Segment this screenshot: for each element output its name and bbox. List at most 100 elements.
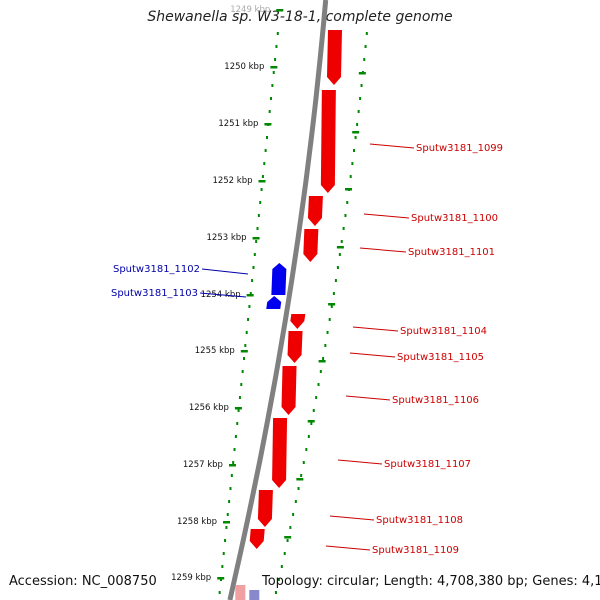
- ruler-dot: [315, 396, 318, 399]
- gene-label: Sputw3181_1106: [392, 395, 479, 406]
- ruler-tick-label: 1252 kbp: [212, 176, 252, 186]
- gene-label: Sputw3181_1109: [372, 545, 459, 556]
- ruler-dot: [236, 422, 239, 425]
- gene-label: Sputw3181_1101: [408, 247, 495, 258]
- gene-arrow: [266, 296, 282, 309]
- gene-leader-line: [349, 352, 396, 358]
- ruler-tick: [344, 188, 352, 191]
- ruler-dot: [242, 357, 245, 360]
- ruler-dot: [238, 396, 241, 399]
- ruler-tick-label: 1249 kbp: [230, 5, 270, 15]
- gene-arrow: [320, 90, 336, 193]
- ruler-dot: [232, 461, 235, 464]
- ruler-dot: [307, 435, 310, 438]
- ruler-tick-label: 1255 kbp: [195, 346, 235, 356]
- ruler-dot: [255, 240, 258, 243]
- ruler-tick-label: 1250 kbp: [224, 62, 264, 72]
- ruler-dot: [226, 513, 229, 516]
- ruler-dot: [360, 84, 363, 87]
- gene-leader-line: [352, 326, 399, 332]
- ruler-tick: [240, 350, 248, 353]
- ruler-dot: [260, 188, 263, 191]
- ruler-dot: [280, 565, 283, 568]
- gene-arrow: [287, 331, 303, 363]
- ruler-dot: [257, 214, 260, 217]
- gene-leader-line: [369, 143, 415, 149]
- ruler-dot: [221, 565, 224, 568]
- ruler-dot: [268, 110, 271, 113]
- ruler-tick: [336, 246, 344, 249]
- ruler-dot: [247, 318, 250, 321]
- ruler-dot: [352, 149, 355, 152]
- ruler-tick-label: 1257 kbp: [183, 460, 223, 470]
- ruler-dot: [312, 409, 315, 412]
- gene-leader-line: [325, 545, 371, 551]
- ruler-dot: [263, 162, 266, 165]
- ruler-tick: [352, 131, 360, 134]
- ruler-dot: [272, 71, 275, 74]
- ruler-tick: [223, 521, 231, 524]
- gene-label: Sputw3181_1100: [411, 213, 498, 224]
- ruler-dot: [249, 292, 252, 295]
- ruler-dot: [241, 370, 244, 373]
- ruler-dot: [222, 552, 225, 555]
- genome-backbone: [227, 0, 329, 600]
- ruler-dot: [264, 149, 267, 152]
- ruler-dot: [218, 591, 221, 594]
- ruler-dot: [342, 227, 345, 230]
- ruler-tick-label: 1258 kbp: [177, 517, 217, 527]
- ruler-dot: [265, 136, 268, 139]
- accession-text: Accession: NC_008750: [9, 574, 157, 589]
- gene-arrow: [327, 30, 342, 85]
- ruler-dot: [270, 97, 273, 100]
- gene-arrow: [257, 490, 273, 527]
- ruler-dot: [274, 58, 277, 61]
- gene-label: Sputw3181_1105: [397, 352, 484, 363]
- ruler-dot: [334, 279, 337, 282]
- ruler-dot: [354, 136, 357, 139]
- ruler-dot: [253, 253, 256, 256]
- ruler-dot: [324, 344, 327, 347]
- ruler-dot: [240, 383, 243, 386]
- ruler-dot: [286, 539, 289, 542]
- ruler-dot: [259, 201, 262, 204]
- ruler-dot: [319, 370, 322, 373]
- gene-arrow: [281, 366, 297, 415]
- gene-leader-line: [201, 268, 249, 275]
- ruler-dot: [245, 331, 248, 334]
- ruler-dot: [224, 539, 227, 542]
- ruler-dot: [340, 240, 343, 243]
- ruler-dot: [276, 32, 279, 35]
- ruler-dot: [346, 201, 349, 204]
- ruler-tick-label: 1251 kbp: [218, 119, 258, 129]
- ruler-dot: [328, 318, 331, 321]
- ruler-tick: [252, 237, 260, 240]
- ruler-dot: [357, 110, 360, 113]
- ruler-tick: [217, 577, 225, 580]
- ruler-tick: [307, 420, 315, 423]
- ruler-dot: [261, 175, 264, 178]
- genome-title: Shewanella sp. W3-18-1, complete genome: [147, 9, 453, 25]
- ruler-dot: [332, 292, 335, 295]
- ruler-tick: [276, 9, 284, 12]
- gene-arrow: [307, 196, 323, 226]
- ruler-dot: [251, 279, 254, 282]
- ruler-dot: [351, 162, 354, 165]
- ruler-tick: [318, 360, 326, 363]
- ruler-tick: [258, 180, 266, 183]
- ruler-tick: [328, 303, 336, 306]
- ruler-dot: [230, 474, 233, 477]
- ruler-dot: [274, 591, 277, 594]
- gene-label: Sputw3181_1099: [416, 143, 503, 154]
- ruler-dot: [294, 500, 297, 503]
- ruler-dot: [292, 513, 295, 516]
- gene-leader-line: [359, 247, 407, 253]
- gene-arrow: [272, 418, 288, 488]
- backbone-end-mark: [249, 590, 260, 600]
- ruler-dot: [302, 461, 305, 464]
- ruler-dot: [237, 409, 240, 412]
- ruler-tick: [234, 407, 242, 410]
- ruler-tick-label: 1256 kbp: [189, 403, 229, 413]
